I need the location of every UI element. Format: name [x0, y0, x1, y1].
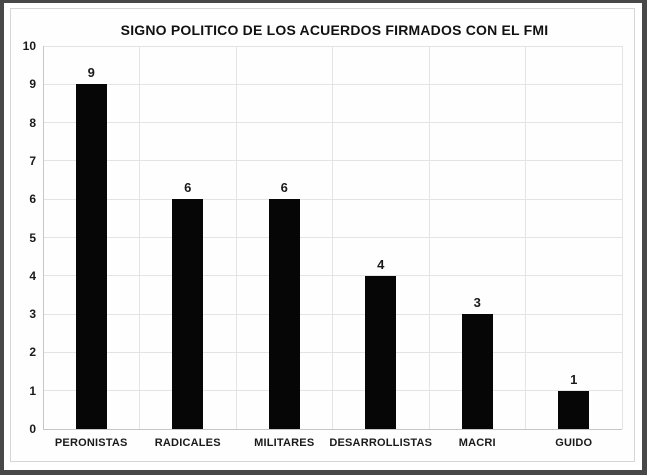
y-tick-label: 2: [29, 345, 36, 360]
y-tick-label: 5: [29, 230, 36, 245]
gridline-vertical: [621, 46, 623, 429]
bar-value-label: 4: [377, 256, 385, 272]
y-tick-label: 6: [29, 192, 36, 207]
y-tick-label: 9: [29, 77, 36, 92]
bar-guido: [558, 390, 590, 429]
bar-militares: [268, 199, 300, 429]
category-label: MILITARES: [254, 437, 315, 449]
gridline-vertical: [525, 46, 526, 429]
gridline-vertical: [235, 46, 237, 429]
gridline-vertical: [428, 46, 430, 429]
gridline-vertical: [42, 46, 44, 429]
bar-peronistas: [75, 84, 107, 429]
bar-value-label: 1: [570, 371, 578, 387]
bar-desarrollistas: [365, 275, 397, 429]
chart-title: SIGNO POLITICO DE LOS ACUERDOS FIRMADOS …: [120, 22, 549, 38]
bar-value-label: 6: [280, 180, 288, 196]
bar-radicales: [172, 199, 204, 429]
category-label: DESARROLLISTAS: [329, 437, 433, 449]
y-tick-label: 4: [29, 268, 36, 283]
y-tick-label: 8: [29, 115, 36, 130]
bar-value-label: 9: [87, 65, 95, 81]
gridline-vertical: [332, 46, 333, 429]
category-label: PERONISTAS: [54, 437, 128, 449]
bar-value-label: 6: [184, 180, 192, 196]
category-label: MACRI: [458, 437, 496, 449]
chart-container: SIGNO POLITICO DE LOS ACUERDOS FIRMADOS …: [10, 8, 635, 462]
category-label: GUIDO: [555, 437, 593, 449]
y-tick-label: 1: [29, 383, 36, 398]
y-tick-label: 10: [22, 39, 36, 53]
y-tick-label: 7: [29, 153, 36, 168]
plot-area: [42, 45, 623, 430]
gridline-vertical: [139, 46, 140, 429]
bar-macri: [461, 314, 493, 429]
category-label: RADICALES: [154, 437, 221, 449]
gridline-horizontal: [43, 428, 622, 430]
bar-value-label: 3: [473, 295, 481, 311]
y-tick-label: 3: [29, 307, 36, 322]
y-tick-label: 0: [29, 422, 36, 436]
